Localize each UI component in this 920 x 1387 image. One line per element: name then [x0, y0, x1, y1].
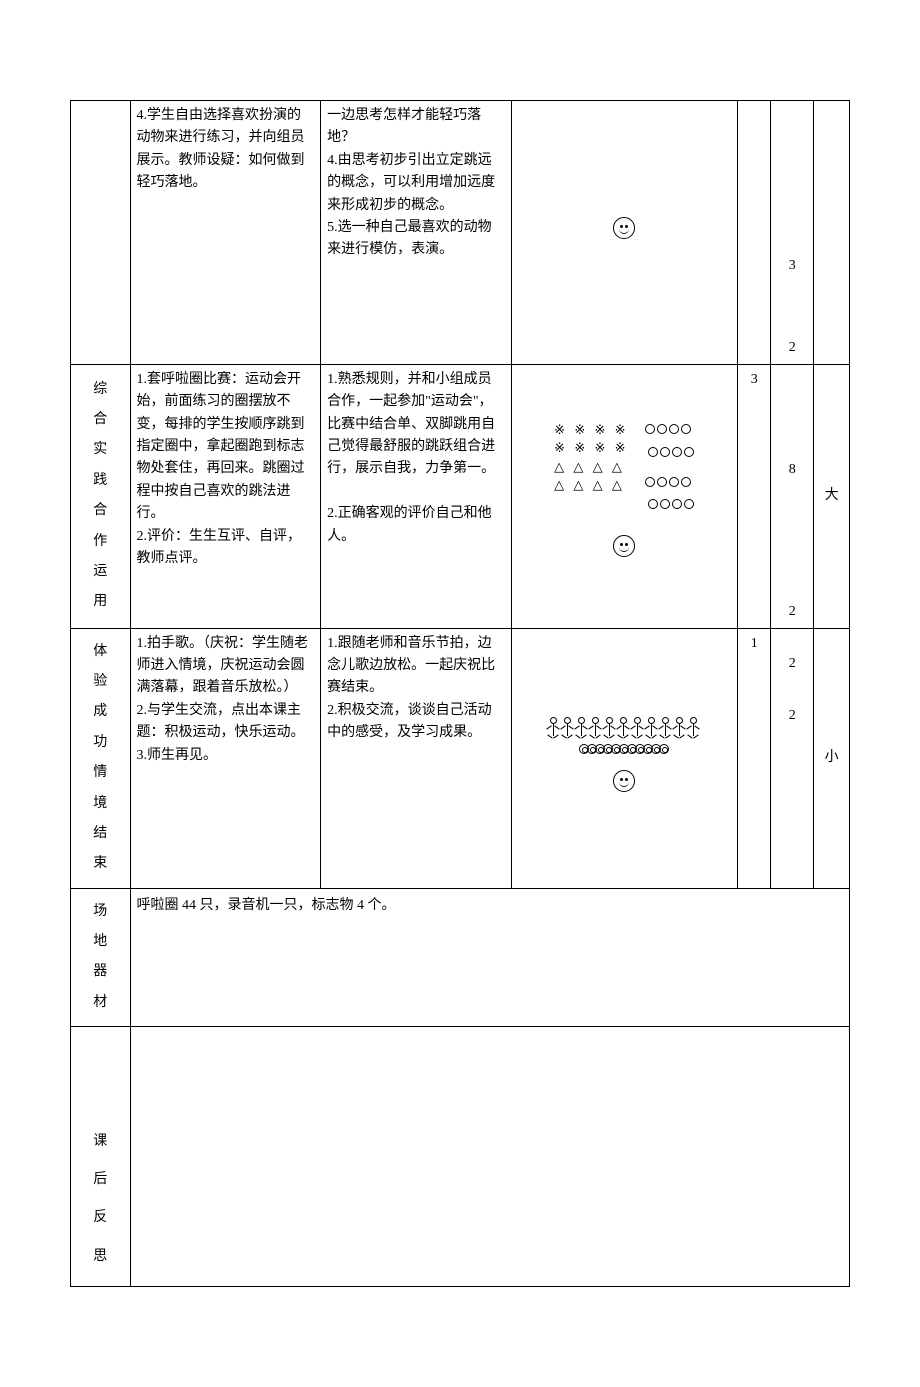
double-circles-icon: [518, 744, 731, 754]
activity-text: 4.学生自由选择喜欢扮演的动物来进行练习，并向组员展示。教师设疑：如何做到轻巧落…: [137, 108, 305, 190]
requirement-text: 1.熟悉规则，并和小组成员合作，一起参加"运动会"，比赛中结合单、双脚跳用自己觉…: [327, 372, 495, 544]
count-cell-2: 8 2: [771, 364, 814, 628]
count-value: 1: [751, 636, 758, 651]
count-value: 8: [777, 459, 807, 481]
row-label: 综合实践合作运用: [71, 364, 131, 628]
intensity-cell: 小: [814, 628, 850, 888]
count-value: 2: [777, 337, 807, 359]
requirement-cell: 1.熟悉规则，并和小组成员合作，一起参加"运动会"，比赛中结合单、双脚跳用自己觉…: [321, 364, 512, 628]
smiley-icon: [613, 770, 635, 792]
intensity-value: 大: [825, 488, 839, 503]
count-cell-2: 3 2: [771, 101, 814, 365]
intensity-cell: 大: [814, 364, 850, 628]
count-value: 3: [777, 255, 807, 277]
requirement-text: 1.跟随老师和音乐节拍，边念儿歌边放松。一起庆祝比赛结束。 2.积极交流，谈谈自…: [327, 636, 495, 741]
count-cell-2: 2 2: [771, 628, 814, 888]
table-row: 4.学生自由选择喜欢扮演的动物来进行练习，并向组员展示。教师设疑：如何做到轻巧落…: [71, 101, 850, 365]
table-row: 综合实践合作运用 1.套呼啦圈比赛：运动会开始，前面练习的圈摆放不变，每排的学生…: [71, 364, 850, 628]
count-value: 2: [777, 653, 807, 675]
count-value: 3: [751, 372, 758, 387]
count-cell-1: 1: [738, 628, 771, 888]
smiley-icon: [613, 535, 635, 557]
count-value: 2: [777, 705, 807, 727]
equipment-text-cell: 呼啦圈 44 只，录音机一只，标志物 4 个。: [130, 888, 849, 1027]
row-label: 体验成功情境结束: [71, 628, 131, 888]
count-value: 2: [777, 601, 807, 623]
activity-cell: 1.拍手歌。（庆祝：学生随老师进入情境，庆祝运动会圆满落幕，跟着音乐放松。） 2…: [130, 628, 321, 888]
equipment-row: 场地器材 呼啦圈 44 只，录音机一只，标志物 4 个。: [71, 888, 850, 1027]
intensity-value: 小: [825, 750, 839, 765]
stick-figures-icon: [518, 717, 731, 743]
reflection-text-cell: [130, 1027, 849, 1287]
count-cell-1: [738, 101, 771, 365]
symbol-grid-icon: ※ ※ ※ ※ ※ ※ ※ ※ △ △ △ △ △ △ △ △: [554, 421, 628, 494]
diagram-cell: [511, 101, 737, 365]
reflection-row: 课后反思: [71, 1027, 850, 1287]
row-label: [71, 101, 131, 365]
activity-cell: 1.套呼啦圈比赛：运动会开始，前面练习的圈摆放不变，每排的学生按顺序跳到指定圈中…: [130, 364, 321, 628]
lesson-plan-table: 4.学生自由选择喜欢扮演的动物来进行练习，并向组员展示。教师设疑：如何做到轻巧落…: [70, 100, 850, 1287]
activity-text: 1.套呼啦圈比赛：运动会开始，前面练习的圈摆放不变，每排的学生按顺序跳到指定圈中…: [137, 372, 305, 566]
diagram-cell: ※ ※ ※ ※ ※ ※ ※ ※ △ △ △ △ △ △ △ △: [511, 364, 737, 628]
activity-cell: 4.学生自由选择喜欢扮演的动物来进行练习，并向组员展示。教师设疑：如何做到轻巧落…: [130, 101, 321, 365]
table-row: 体验成功情境结束 1.拍手歌。（庆祝：学生随老师进入情境，庆祝运动会圆满落幕，跟…: [71, 628, 850, 888]
circles-pattern-icon: [641, 421, 695, 519]
requirement-text: 一边思考怎样才能轻巧落地？ 4.由思考初步引出立定跳远的概念，可以利用增加远度来…: [327, 108, 495, 257]
requirement-cell: 1.跟随老师和音乐节拍，边念儿歌边放松。一起庆祝比赛结束。 2.积极交流，谈谈自…: [321, 628, 512, 888]
diagram-cell: [511, 628, 737, 888]
intensity-cell: [814, 101, 850, 365]
smiley-icon: [613, 217, 635, 239]
count-cell-1: 3: [738, 364, 771, 628]
activity-text: 1.拍手歌。（庆祝：学生随老师进入情境，庆祝运动会圆满落幕，跟着音乐放松。） 2…: [137, 636, 309, 763]
requirement-cell: 一边思考怎样才能轻巧落地？ 4.由思考初步引出立定跳远的概念，可以利用增加远度来…: [321, 101, 512, 365]
equipment-text: 呼啦圈 44 只，录音机一只，标志物 4 个。: [137, 898, 396, 913]
reflection-label: 课后反思: [71, 1027, 131, 1287]
equipment-label: 场地器材: [71, 888, 131, 1027]
